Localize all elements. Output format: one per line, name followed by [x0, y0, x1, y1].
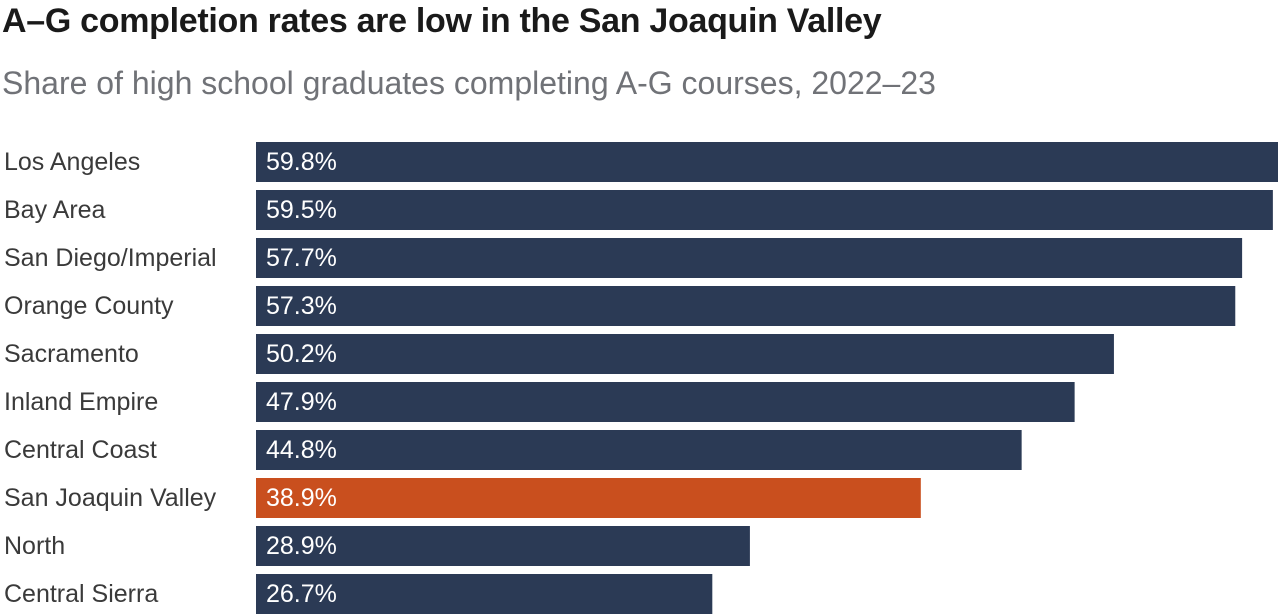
bar [256, 574, 713, 614]
bar [256, 526, 750, 566]
category-label: San Diego/Imperial [4, 244, 217, 272]
bar-row: Sacramento 50.2% [4, 334, 1114, 374]
category-label: Inland Empire [4, 388, 158, 416]
chart-subtitle: Share of high school graduates completin… [2, 65, 936, 101]
bar-row: North 28.9% [4, 526, 750, 566]
value-label: 26.7% [266, 580, 337, 608]
bar [256, 334, 1114, 374]
bar-row: Inland Empire 47.9% [4, 382, 1075, 422]
value-label: 57.7% [266, 244, 337, 272]
bar-row: Bay Area 59.5% [4, 190, 1273, 230]
bar [256, 190, 1273, 230]
category-label: Sacramento [4, 340, 139, 368]
category-label: Bay Area [4, 196, 106, 224]
value-label: 59.8% [266, 148, 337, 176]
bar-row: Central Coast 44.8% [4, 430, 1022, 470]
value-label: 57.3% [266, 292, 337, 320]
bar [256, 382, 1075, 422]
value-label: 47.9% [266, 388, 337, 416]
category-label: Central Coast [4, 436, 157, 464]
category-label: San Joaquin Valley [4, 484, 217, 512]
highlighted-bar [256, 478, 921, 518]
bar [256, 286, 1236, 326]
bar [256, 142, 1278, 182]
bar-row: Central Sierra 26.7% [4, 574, 713, 614]
bars-group: Los Angeles 59.8% Bay Area 59.5% San Diego/I… [4, 142, 1278, 614]
bar [256, 430, 1022, 470]
bar-row: San Joaquin Valley 38.9% [4, 478, 921, 518]
category-label: Los Angeles [4, 148, 140, 176]
value-label: 44.8% [266, 436, 337, 464]
category-label: Central Sierra [4, 580, 158, 608]
bar-row: Orange County 57.3% [4, 286, 1236, 326]
bar [256, 238, 1243, 278]
category-label: North [4, 532, 65, 560]
value-label: 38.9% [266, 484, 337, 512]
bar-row: Los Angeles 59.8% [4, 142, 1278, 182]
value-label: 28.9% [266, 532, 337, 560]
bar-row: San Diego/Imperial 57.7% [4, 238, 1243, 278]
value-label: 50.2% [266, 340, 337, 368]
value-label: 59.5% [266, 196, 337, 224]
category-label: Orange County [4, 292, 174, 320]
chart-title: A–G completion rates are low in the San … [2, 2, 882, 40]
